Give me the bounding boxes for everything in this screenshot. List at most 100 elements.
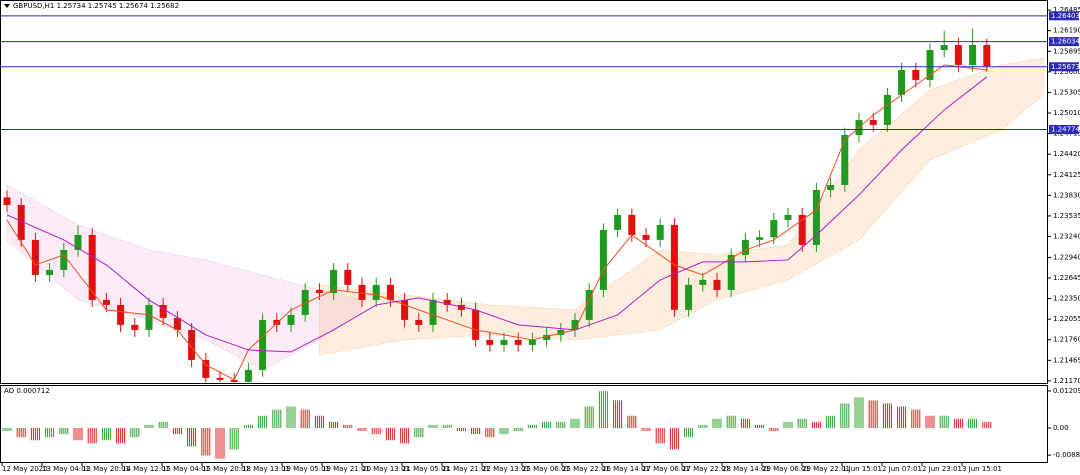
x-tick-label: 13 May 04:01 [42, 465, 90, 473]
candle-body [969, 44, 977, 65]
candle-body [46, 269, 54, 275]
candle-body [443, 299, 451, 305]
y-tick-label: 1.22350 [1053, 295, 1080, 303]
candle-body [770, 219, 778, 238]
x-tick-label: 26 May 14:01 [602, 465, 650, 473]
x-tick-label: 21 May 21:01 [442, 465, 490, 473]
y-tick-label: 1.26485 [1053, 6, 1080, 14]
ao-panel [0, 385, 1048, 463]
candle-body [287, 314, 295, 325]
x-tick-label: 19 May 21:01 [322, 465, 370, 473]
candle-body [273, 319, 281, 325]
x-tick-label: 27 May 22:01 [682, 465, 730, 473]
candle-body [727, 254, 735, 290]
candle-body [102, 299, 110, 305]
x-tick-label: 1 Jun 15:01 [842, 465, 882, 473]
candle-body [514, 339, 522, 345]
y-tick-label: 1.24420 [1053, 150, 1080, 158]
candle-body [898, 69, 906, 95]
x-tick-label: 25 May 22:01 [562, 465, 610, 473]
candle-body [954, 44, 962, 65]
candle-body [543, 334, 551, 340]
x-tick-label: 28 May 14:01 [722, 465, 770, 473]
candle-body [869, 119, 877, 125]
candle-body [656, 224, 664, 240]
candle-body [486, 339, 494, 345]
main-layer [3, 28, 991, 383]
chart-title: GBPUSD,H1 1.25734 1.25745 1.25674 1.2568… [13, 2, 179, 10]
y-tick-label: 1.25895 [1053, 47, 1080, 55]
candle-body [31, 239, 39, 275]
candle-body [188, 329, 196, 360]
y-tick-label: 0.00 [1053, 424, 1069, 432]
price-level-box [1049, 11, 1079, 21]
candle-body [798, 214, 806, 245]
ichimoku-cloud [318, 57, 1044, 356]
candle-body [145, 304, 153, 330]
y-tick-label: 1.21465 [1053, 356, 1080, 364]
x-tick-label: 29 May 22:01 [802, 465, 850, 473]
candle-body [131, 324, 139, 330]
candle-body [415, 319, 423, 325]
candle-body [940, 44, 948, 51]
x-tick-label: 14 May 12:01 [122, 465, 170, 473]
candle-body [344, 269, 352, 285]
candle-body [599, 229, 607, 290]
candle-body [74, 234, 82, 250]
price-level-label: 1.26403 [1051, 12, 1080, 20]
candle-body [628, 214, 636, 235]
candle-body [244, 369, 252, 382]
moving-average [6, 64, 987, 381]
candle-body [202, 359, 210, 378]
y-tick-label: 1.22940 [1053, 253, 1080, 261]
candle-body [457, 304, 465, 310]
y-tick-label: -0.00886 [1053, 451, 1080, 459]
candle-body [926, 50, 934, 80]
x-tick-label: 21 May 05:01 [402, 465, 450, 473]
y-tick-label: 1.23830 [1053, 191, 1080, 199]
x-tick-label: 19 May 05:01 [282, 465, 330, 473]
ao-title: AO 0.000712 [4, 387, 50, 395]
candle-body [713, 279, 721, 290]
candle-body [500, 339, 508, 345]
candle-body [642, 234, 650, 240]
price-level-box [1049, 124, 1079, 134]
x-tick-label: 25 May 06:01 [522, 465, 570, 473]
x-tick-label: 22 May 13:01 [482, 465, 530, 473]
x-tick-label: 2 Jun 23:01 [922, 465, 962, 473]
candle-body [827, 184, 835, 190]
candle-body [571, 319, 579, 330]
y-tick-label: 1.23535 [1053, 212, 1080, 220]
candle-body [401, 299, 409, 320]
candle-body [3, 197, 11, 205]
candle-body [756, 237, 764, 240]
y-tick-label: 1.24125 [1053, 171, 1080, 179]
menu-arrow[interactable] [4, 4, 10, 8]
candle-body [614, 214, 622, 230]
candle-body [528, 339, 536, 345]
y-tick-label: 1.25010 [1053, 109, 1080, 117]
x-tick-label: 12 May 2020 [2, 465, 48, 473]
cloud-layer [6, 57, 1044, 371]
candle-body [883, 94, 891, 125]
x-tick-label: 2 Jun 07:01 [882, 465, 922, 473]
y-tick-label: 1.25305 [1053, 88, 1080, 96]
candle-body [17, 204, 25, 240]
x-tick-label: 18 May 13:01 [242, 465, 290, 473]
x-tick-label: 27 May 06:01 [642, 465, 690, 473]
candle-body [386, 284, 394, 300]
x-tick-label: 13 May 20:01 [82, 465, 130, 473]
candle-body [983, 44, 991, 67]
candle-body [812, 189, 820, 245]
y-tick-label: 1.21170 [1053, 377, 1080, 385]
candle-body [117, 304, 125, 325]
candle-body [88, 234, 96, 300]
x-tick-label: 3 Jun 15:01 [962, 465, 1002, 473]
candle-body [60, 249, 68, 270]
candle-body [429, 299, 437, 325]
candle-body [159, 304, 167, 318]
candle-body [216, 377, 224, 380]
candle-body [301, 289, 309, 315]
ichimoku-cloud [6, 184, 363, 371]
